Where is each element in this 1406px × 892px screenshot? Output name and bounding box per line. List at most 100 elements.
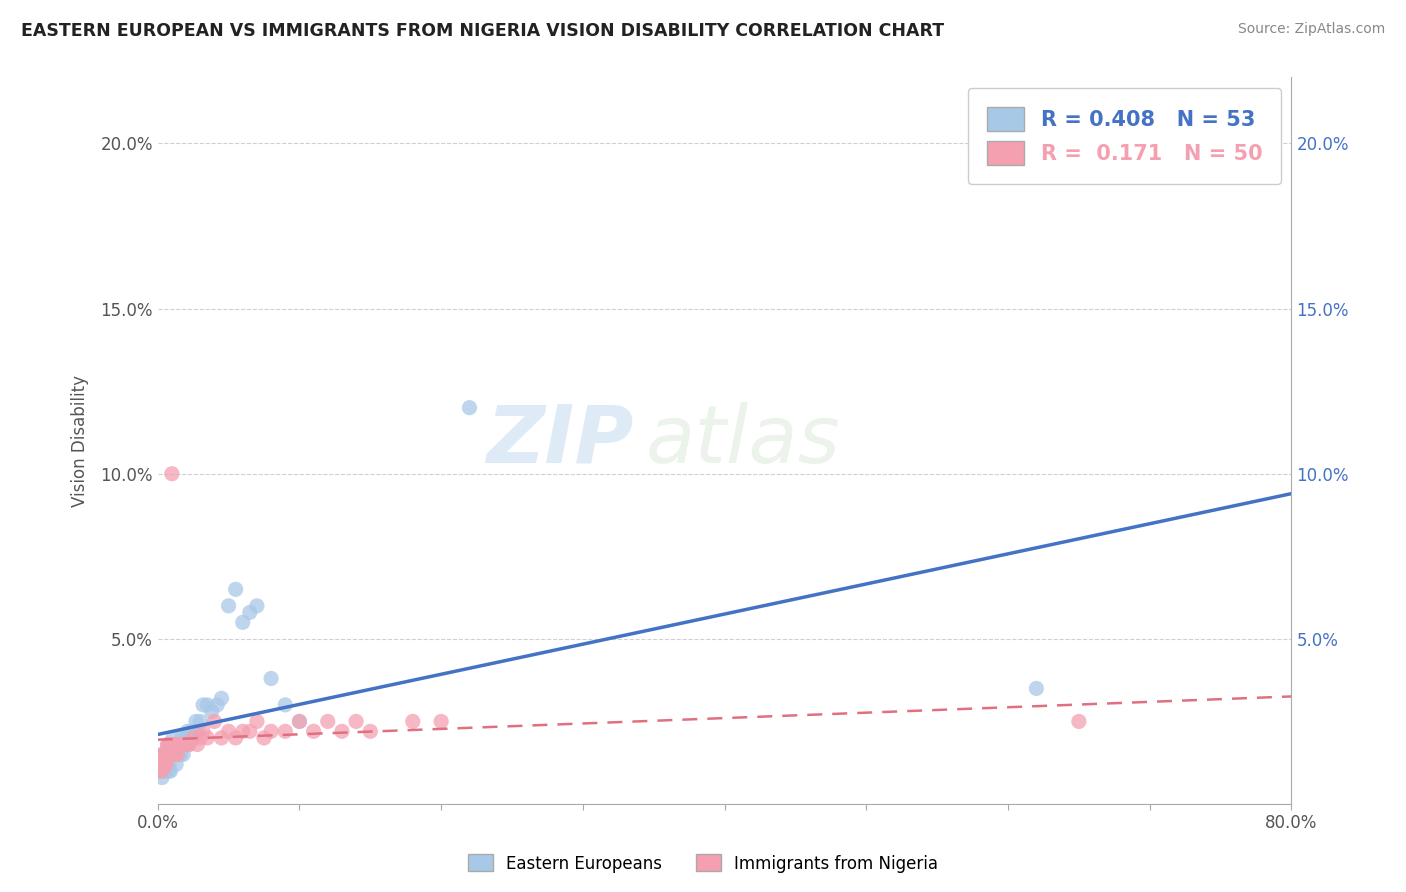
Point [152, 747, 174, 762]
Point [188, 714, 211, 729]
Point [225, 731, 247, 745]
Point [163, 738, 186, 752]
Point [152, 747, 174, 762]
Point [155, 747, 177, 762]
Point [157, 764, 180, 778]
Point [160, 747, 183, 762]
Point [180, 724, 202, 739]
Point [156, 747, 179, 762]
Legend: Eastern Europeans, Immigrants from Nigeria: Eastern Europeans, Immigrants from Niger… [461, 847, 945, 880]
Point [207, 698, 229, 712]
Point [246, 599, 269, 613]
Text: Source: ZipAtlas.com: Source: ZipAtlas.com [1237, 22, 1385, 37]
Point [232, 615, 254, 630]
Y-axis label: Vision Disability: Vision Disability [72, 375, 89, 507]
Point [173, 738, 195, 752]
Point [1025, 681, 1047, 696]
Point [302, 724, 325, 739]
Point [359, 724, 381, 739]
Point [150, 747, 173, 762]
Text: atlas: atlas [645, 401, 839, 480]
Point [239, 606, 262, 620]
Point [174, 738, 197, 752]
Point [181, 731, 204, 745]
Point [246, 714, 269, 729]
Point [152, 764, 174, 778]
Point [1067, 714, 1090, 729]
Point [159, 764, 181, 778]
Point [155, 747, 177, 762]
Point [288, 714, 311, 729]
Point [184, 714, 207, 729]
Point [186, 724, 208, 739]
Point [159, 747, 181, 762]
Point [163, 747, 186, 762]
Point [160, 738, 183, 752]
Point [186, 738, 208, 752]
Point [155, 764, 177, 778]
Point [218, 724, 240, 739]
Point [165, 757, 187, 772]
Legend: R = 0.408   N = 53, R =  0.171   N = 50: R = 0.408 N = 53, R = 0.171 N = 50 [967, 87, 1281, 184]
Point [157, 757, 180, 772]
Point [211, 731, 233, 745]
Point [260, 724, 283, 739]
Point [195, 731, 218, 745]
Point [162, 731, 184, 745]
Point [177, 738, 200, 752]
Point [191, 698, 214, 712]
Point [166, 747, 188, 762]
Point [150, 764, 173, 778]
Point [165, 738, 187, 752]
Point [157, 747, 180, 762]
Point [274, 698, 297, 712]
Point [149, 764, 172, 778]
Point [148, 764, 170, 778]
Point [344, 714, 367, 729]
Point [157, 738, 180, 752]
Point [160, 747, 183, 762]
Point [156, 747, 179, 762]
Point [153, 764, 176, 778]
Point [152, 757, 174, 772]
Point [177, 738, 200, 752]
Text: ZIP: ZIP [486, 401, 634, 480]
Point [274, 724, 297, 739]
Point [288, 714, 311, 729]
Point [153, 757, 176, 772]
Point [176, 724, 198, 739]
Point [169, 738, 191, 752]
Point [195, 698, 218, 712]
Point [232, 724, 254, 739]
Point [430, 714, 453, 729]
Point [156, 738, 179, 752]
Point [191, 724, 214, 739]
Point [174, 731, 197, 745]
Point [160, 467, 183, 481]
Point [149, 757, 172, 772]
Point [330, 724, 353, 739]
Point [172, 738, 194, 752]
Point [153, 747, 176, 762]
Point [225, 582, 247, 597]
Point [156, 738, 179, 752]
Point [167, 738, 190, 752]
Point [150, 771, 173, 785]
Point [167, 738, 190, 752]
Text: EASTERN EUROPEAN VS IMMIGRANTS FROM NIGERIA VISION DISABILITY CORRELATION CHART: EASTERN EUROPEAN VS IMMIGRANTS FROM NIGE… [21, 22, 945, 40]
Point [159, 738, 181, 752]
Point [239, 724, 262, 739]
Point [172, 747, 194, 762]
Point [218, 599, 240, 613]
Point [155, 757, 177, 772]
Point [162, 738, 184, 752]
Point [200, 705, 222, 719]
Point [181, 731, 204, 745]
Point [179, 731, 201, 745]
Point [150, 757, 173, 772]
Point [402, 714, 425, 729]
Point [162, 747, 184, 762]
Point [211, 691, 233, 706]
Point [166, 747, 188, 762]
Point [202, 714, 225, 729]
